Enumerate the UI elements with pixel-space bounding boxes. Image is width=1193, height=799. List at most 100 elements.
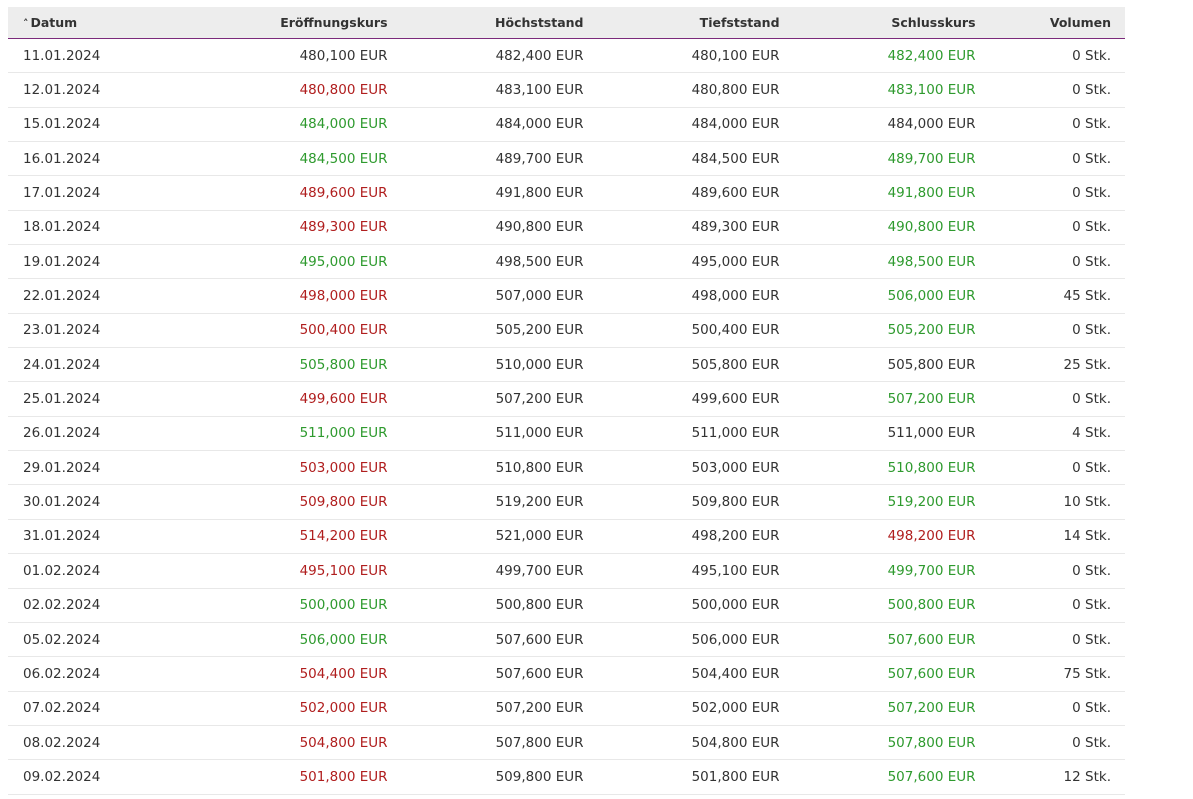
table-cell: 499,700 EUR bbox=[387, 553, 584, 589]
table-cell: 507,200 EUR bbox=[779, 691, 976, 726]
table-cell: 480,100 EUR bbox=[191, 38, 388, 74]
table-cell: 480,100 EUR bbox=[583, 38, 780, 74]
table-cell: 503,000 EUR bbox=[191, 450, 388, 486]
header-label: Volumen bbox=[1049, 15, 1111, 30]
table-head: ˄ Datum Eröffnungskurs Höchststand Tiefststa… bbox=[8, 7, 1125, 39]
table-cell: 498,500 EUR bbox=[779, 244, 976, 280]
table-cell: 507,800 EUR bbox=[779, 725, 976, 761]
table-cell: 19.01.2024 bbox=[8, 244, 192, 280]
table-cell: 506,000 EUR bbox=[779, 278, 976, 314]
table-cell: 519,200 EUR bbox=[387, 484, 584, 520]
table-cell: 0 Stk. bbox=[975, 450, 1125, 486]
table-cell: 507,600 EUR bbox=[779, 622, 976, 658]
table-row: 11.01.2024 480,100 EUR 482,400 EUR 480,100 … bbox=[8, 38, 1125, 74]
table-cell: 489,700 EUR bbox=[387, 141, 584, 177]
table-cell: 502,000 EUR bbox=[191, 691, 388, 726]
table-cell: 23.01.2024 bbox=[8, 313, 192, 349]
table-cell: 480,800 EUR bbox=[191, 72, 388, 108]
table-cell: 07.02.2024 bbox=[8, 691, 192, 726]
table-cell: 4 Stk. bbox=[975, 416, 1125, 452]
table-cell: 510,800 EUR bbox=[779, 450, 976, 486]
table-cell: 0 Stk. bbox=[975, 588, 1125, 623]
table-cell: 507,200 EUR bbox=[387, 691, 584, 726]
table-cell: 505,800 EUR bbox=[191, 347, 388, 383]
price-table: ˄ Datum Eröffnungskurs Höchststand Tiefststa… bbox=[8, 7, 1125, 795]
table-cell: 489,300 EUR bbox=[583, 210, 780, 246]
table-cell: 09.02.2024 bbox=[8, 759, 192, 795]
table-row: 29.01.2024 503,000 EUR 510,800 EUR 503,000 … bbox=[8, 450, 1125, 486]
table-cell: 0 Stk. bbox=[975, 38, 1125, 74]
table-cell: 495,100 EUR bbox=[191, 553, 388, 589]
table-cell: 500,800 EUR bbox=[779, 588, 976, 623]
table-row: 15.01.2024 484,000 EUR 484,000 EUR 484,000 … bbox=[8, 107, 1125, 143]
column-header[interactable]: Schlusskurs bbox=[779, 7, 976, 39]
column-header[interactable]: Tiefststand bbox=[583, 7, 780, 39]
table-cell: 504,800 EUR bbox=[583, 725, 780, 761]
table-cell: 0 Stk. bbox=[975, 313, 1125, 349]
table-row: 07.02.2024 502,000 EUR 507,200 EUR 502,000 … bbox=[8, 691, 1125, 726]
header-label: Tiefststand bbox=[699, 15, 780, 30]
table-cell: 31.01.2024 bbox=[8, 519, 192, 555]
table-row: 18.01.2024 489,300 EUR 490,800 EUR 489,300 … bbox=[8, 210, 1125, 246]
table-cell: 06.02.2024 bbox=[8, 656, 192, 692]
table-cell: 511,000 EUR bbox=[583, 416, 780, 452]
column-header[interactable]: ˄ Datum bbox=[8, 7, 192, 39]
table-row: 06.02.2024 504,400 EUR 507,600 EUR 504,400 … bbox=[8, 656, 1125, 692]
table-cell: 495,100 EUR bbox=[583, 553, 780, 589]
column-header[interactable]: Volumen bbox=[975, 7, 1125, 39]
table-cell: 17.01.2024 bbox=[8, 175, 192, 211]
table-cell: 25.01.2024 bbox=[8, 381, 192, 417]
table-cell: 498,000 EUR bbox=[191, 278, 388, 314]
table-body: 11.01.2024 480,100 EUR 482,400 EUR 480,100 … bbox=[8, 38, 1125, 795]
table-cell: 480,800 EUR bbox=[583, 72, 780, 108]
table-cell: 0 Stk. bbox=[975, 553, 1125, 589]
table-cell: 01.02.2024 bbox=[8, 553, 192, 589]
table-cell: 509,800 EUR bbox=[191, 484, 388, 520]
table-cell: 484,000 EUR bbox=[583, 107, 780, 143]
header-label: Höchststand bbox=[495, 15, 584, 30]
table-cell: 505,800 EUR bbox=[583, 347, 780, 383]
table-cell: 02.02.2024 bbox=[8, 588, 192, 623]
table-row: 31.01.2024 514,200 EUR 521,000 EUR 498,200 … bbox=[8, 519, 1125, 555]
table-row: 16.01.2024 484,500 EUR 489,700 EUR 484,500 … bbox=[8, 141, 1125, 177]
table-cell: 511,000 EUR bbox=[779, 416, 976, 452]
header-label: Datum bbox=[30, 15, 78, 30]
table-cell: 12 Stk. bbox=[975, 759, 1125, 795]
header-row: ˄ Datum Eröffnungskurs Höchststand Tiefststa… bbox=[8, 7, 1125, 39]
table-cell: 30.01.2024 bbox=[8, 484, 192, 520]
table-cell: 490,800 EUR bbox=[779, 210, 976, 246]
table-cell: 22.01.2024 bbox=[8, 278, 192, 314]
table-cell: 25 Stk. bbox=[975, 347, 1125, 383]
header-label: Schlusskurs bbox=[891, 15, 976, 30]
column-header[interactable]: Höchststand bbox=[387, 7, 584, 39]
table-cell: 484,500 EUR bbox=[583, 141, 780, 177]
table-cell: 506,000 EUR bbox=[583, 622, 780, 658]
table-cell: 0 Stk. bbox=[975, 107, 1125, 143]
table-cell: 0 Stk. bbox=[975, 72, 1125, 108]
table-cell: 482,400 EUR bbox=[779, 38, 976, 74]
table-cell: 507,000 EUR bbox=[387, 278, 584, 314]
table-cell: 498,500 EUR bbox=[387, 244, 584, 280]
table-cell: 08.02.2024 bbox=[8, 725, 192, 761]
table-cell: 509,800 EUR bbox=[387, 759, 584, 795]
table-cell: 11.01.2024 bbox=[8, 38, 192, 74]
header-label: Eröffnungskurs bbox=[280, 15, 388, 30]
table-cell: 16.01.2024 bbox=[8, 141, 192, 177]
table-row: 30.01.2024 509,800 EUR 519,200 EUR 509,800 … bbox=[8, 484, 1125, 520]
table-cell: 504,400 EUR bbox=[583, 656, 780, 692]
table-cell: 507,600 EUR bbox=[387, 622, 584, 658]
table-cell: 505,200 EUR bbox=[779, 313, 976, 349]
table-cell: 0 Stk. bbox=[975, 175, 1125, 211]
column-header[interactable]: Eröffnungskurs bbox=[191, 7, 388, 39]
table-cell: 75 Stk. bbox=[975, 656, 1125, 692]
table-cell: 503,000 EUR bbox=[583, 450, 780, 486]
table-cell: 507,600 EUR bbox=[779, 759, 976, 795]
table-cell: 10 Stk. bbox=[975, 484, 1125, 520]
table-cell: 495,000 EUR bbox=[191, 244, 388, 280]
table-cell: 483,100 EUR bbox=[387, 72, 584, 108]
table-cell: 514,200 EUR bbox=[191, 519, 388, 555]
table-cell: 15.01.2024 bbox=[8, 107, 192, 143]
table-cell: 0 Stk. bbox=[975, 141, 1125, 177]
table-cell: 502,000 EUR bbox=[583, 691, 780, 726]
